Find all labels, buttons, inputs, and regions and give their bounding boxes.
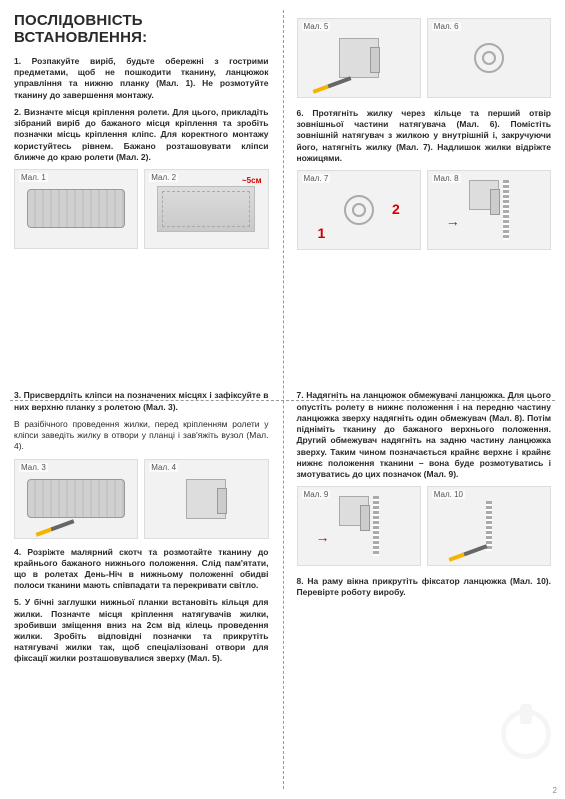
quadrant-top-right: Мал. 5 Мал. 6 6. Протягніть жилку через … xyxy=(283,0,565,378)
corner-piece xyxy=(339,38,379,78)
blind-sketch xyxy=(157,186,255,233)
clip-sketch xyxy=(186,479,226,519)
step-3b: В разібічного проведення жилки, перед кр… xyxy=(14,419,269,453)
page-number: 2 xyxy=(553,786,557,795)
figure-2: Мал. 2 ~5см xyxy=(144,169,268,249)
bracket-sketch-2 xyxy=(339,496,369,526)
step-7: 7. Надягніть на ланцюжок обмежувачі ланц… xyxy=(297,390,552,480)
step-6: 6. Протягніть жилку через кільце та перш… xyxy=(297,108,552,164)
figure-8: Мал. 8 → xyxy=(427,170,551,250)
figure-1: Мал. 1 xyxy=(14,169,138,249)
step-2: 2. Визначте місця кріплення ролети. Для … xyxy=(14,107,269,163)
figure-7-label: Мал. 7 xyxy=(302,174,331,183)
quadrant-top-left: ПОСЛІДОВНІСТЬ ВСТАНОВЛЕННЯ: 1. Розпакуйт… xyxy=(0,0,283,378)
gear-sketch xyxy=(474,43,504,73)
figure-5-label: Мал. 5 xyxy=(302,22,331,31)
annotation-1: 1 xyxy=(318,225,326,241)
figure-1-label: Мал. 1 xyxy=(19,173,48,182)
figure-6: Мал. 6 xyxy=(427,18,551,98)
annotation-2: 2 xyxy=(392,201,400,217)
roller-sketch-2 xyxy=(27,479,125,518)
roller-sketch xyxy=(27,189,125,228)
chain-sketch-2 xyxy=(373,496,379,556)
red-arrow-icon-2: → xyxy=(316,529,330,545)
step-4: 4. Розріжте малярний скотч та розмотайте… xyxy=(14,547,269,592)
fig-row-9-10: Мал. 9 → Мал. 10 xyxy=(297,486,552,566)
figure-2-label: Мал. 2 xyxy=(149,173,178,182)
figure-4-label: Мал. 4 xyxy=(149,463,178,472)
quadrant-bottom-left: 3. Присвердліть кліпси на позначених міс… xyxy=(0,378,283,799)
figure-4: Мал. 4 xyxy=(144,459,268,539)
chain-fixer xyxy=(486,501,492,551)
chain-assembly xyxy=(469,180,509,240)
bracket-sketch xyxy=(469,180,499,210)
step-5: 5. У бічні заглушки нижньої планки встан… xyxy=(14,597,269,664)
fig-row-7-8: Мал. 7 1 2 Мал. 8 → xyxy=(297,170,552,250)
figure-9-label: Мал. 9 xyxy=(302,490,331,499)
screwdriver-icon xyxy=(312,76,351,93)
quadrant-bottom-right: 7. Надягніть на ланцюжок обмежувачі ланц… xyxy=(283,378,565,799)
figure-10: Мал. 10 xyxy=(427,486,551,566)
fig-row-3-4: Мал. 3 Мал. 4 xyxy=(14,459,269,539)
screwdriver-icon-2 xyxy=(36,519,75,536)
page-title: ПОСЛІДОВНІСТЬ ВСТАНОВЛЕННЯ: xyxy=(14,12,269,46)
figure-5: Мал. 5 xyxy=(297,18,421,98)
figure-10-label: Мал. 10 xyxy=(432,490,465,499)
horizontal-divider xyxy=(10,400,555,401)
gear-sketch-2 xyxy=(344,195,374,225)
figure-3-label: Мал. 3 xyxy=(19,463,48,472)
figure-7: Мал. 7 1 2 xyxy=(297,170,421,250)
figure-3: Мал. 3 xyxy=(14,459,138,539)
screwdriver-icon-3 xyxy=(448,544,487,561)
chain-limiter xyxy=(339,496,379,556)
chain-sketch xyxy=(503,180,509,240)
dimension-5cm: ~5см xyxy=(242,176,262,185)
figure-6-label: Мал. 6 xyxy=(432,22,461,31)
step-8: 8. На раму вікна прикрутіть фіксатор лан… xyxy=(297,576,552,598)
page-container: ПОСЛІДОВНІСТЬ ВСТАНОВЛЕННЯ: 1. Розпакуйт… xyxy=(0,0,565,799)
red-arrow-icon: → xyxy=(446,213,460,229)
watermark-icon xyxy=(501,709,551,759)
fig-row-1-2: Мал. 1 Мал. 2 ~5см xyxy=(14,169,269,249)
step-1: 1. Розпакуйте виріб, будьте обережні з г… xyxy=(14,56,269,101)
figure-9: Мал. 9 → xyxy=(297,486,421,566)
figure-8-label: Мал. 8 xyxy=(432,174,461,183)
fig-row-5-6: Мал. 5 Мал. 6 xyxy=(297,18,552,98)
step-3a: 3. Присвердліть кліпси на позначених міс… xyxy=(14,390,269,412)
